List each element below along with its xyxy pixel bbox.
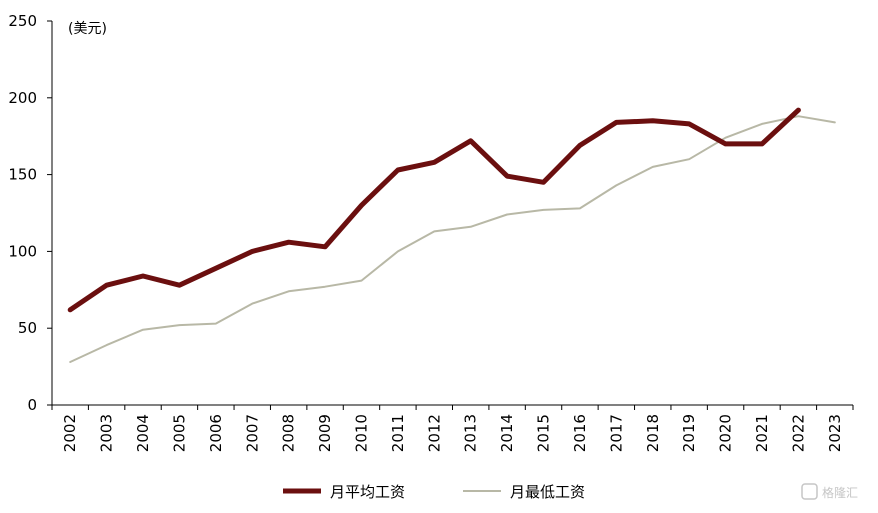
x-tick-label: 2014 <box>498 414 516 452</box>
x-tick-label: 2008 <box>280 414 298 452</box>
x-tick-label: 2013 <box>462 414 480 452</box>
y-unit-label: (美元) <box>68 21 107 37</box>
x-tick-label: 2010 <box>352 414 370 452</box>
series-line-average-wage <box>67 107 801 313</box>
x-tick-label: 2007 <box>243 414 261 452</box>
legend-label-minimum-wage: 月最低工资 <box>510 483 585 501</box>
x-tick-label: 2005 <box>170 414 188 452</box>
x-tick-label: 2023 <box>826 414 844 452</box>
x-tick-label: 2011 <box>389 414 407 452</box>
watermark: 格隆汇 <box>801 483 858 500</box>
watermark-logo-icon <box>801 483 818 500</box>
y-tick-label: 100 <box>8 242 37 260</box>
x-tick-label: 2012 <box>425 414 443 452</box>
y-tick-label: 150 <box>8 166 37 184</box>
x-tick-label: 2003 <box>98 414 116 452</box>
legend: 月平均工资 月最低工资 <box>283 483 585 501</box>
x-tick-label: 2015 <box>535 414 553 452</box>
series-line-minimum-wage <box>69 115 836 363</box>
y-tick-label: 250 <box>8 12 37 30</box>
y-axis: 0 50 100 150 200 250 <box>8 12 53 414</box>
x-tick-label: 2009 <box>316 414 334 452</box>
x-tick-label: 2006 <box>207 414 225 452</box>
x-axis: 2002 2003 2004 2005 2006 2007 2008 2009 2010 2011… <box>51 404 854 452</box>
series-layer <box>67 107 836 363</box>
y-tick-label: 200 <box>8 89 37 107</box>
x-tick-label: 2002 <box>61 414 79 452</box>
x-tick-label: 2018 <box>644 414 662 452</box>
x-tick-label: 2019 <box>680 414 698 452</box>
x-tick-label: 2020 <box>717 414 735 452</box>
x-tick-label: 2021 <box>753 414 771 452</box>
x-tick-label: 2022 <box>789 414 807 452</box>
x-tick-label: 2016 <box>571 414 589 452</box>
x-tick-label: 2004 <box>134 414 152 452</box>
x-tick-label: 2017 <box>607 414 625 452</box>
legend-label-average-wage: 月平均工资 <box>330 483 405 501</box>
y-tick-label: 50 <box>18 319 37 337</box>
y-tick-label: 0 <box>27 396 37 414</box>
watermark-text: 格隆汇 <box>822 485 858 500</box>
